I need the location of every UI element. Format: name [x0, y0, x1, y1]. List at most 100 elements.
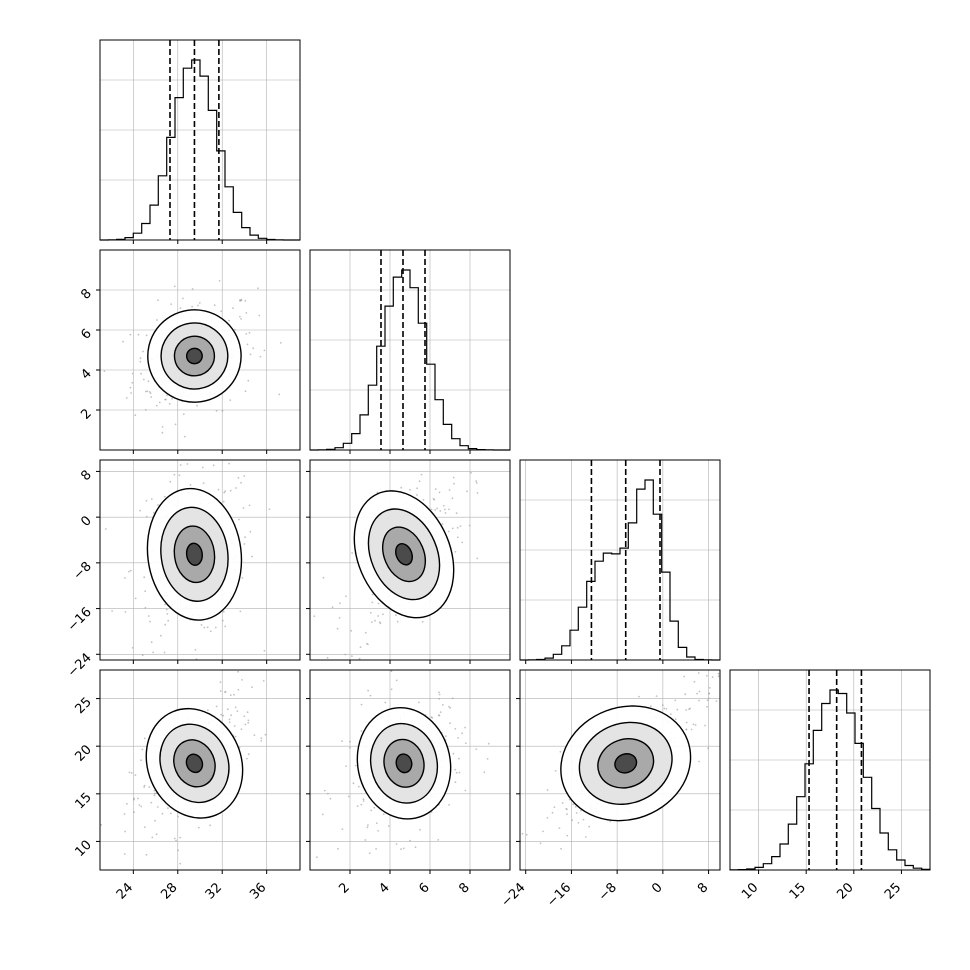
data-point: [521, 832, 524, 835]
data-point: [359, 646, 362, 649]
data-point: [234, 328, 236, 331]
data-point: [369, 612, 372, 614]
data-point: [128, 570, 130, 573]
data-point: [220, 713, 223, 716]
data-point: [163, 651, 166, 654]
data-point: [458, 771, 461, 774]
scatter-panel-3-1: 2 4 6 8: [306, 669, 511, 897]
x-tick-label: 20: [834, 880, 856, 902]
data-point: [167, 619, 170, 622]
data-point: [539, 842, 542, 845]
data-point: [130, 392, 133, 394]
x-tick-label: 15: [787, 880, 809, 902]
data-point: [239, 315, 241, 318]
data-point: [143, 786, 146, 788]
data-point: [161, 426, 164, 428]
x-tick-label: 24: [114, 880, 136, 902]
data-point: [698, 690, 701, 693]
data-point: [140, 805, 143, 808]
scatter-panel-3-0: 24 28 32 36 10 15 20 25: [73, 669, 301, 903]
data-point: [693, 680, 696, 683]
data-point: [248, 504, 251, 507]
data-point: [226, 708, 229, 711]
data-point: [370, 621, 373, 623]
data-point: [131, 381, 134, 384]
data-point: [241, 679, 243, 681]
data-point: [173, 473, 176, 476]
data-point: [661, 704, 664, 707]
data-point: [244, 299, 247, 302]
data-point: [438, 697, 441, 700]
data-point: [638, 695, 640, 698]
data-point: [244, 536, 247, 539]
data-point: [249, 353, 252, 356]
density-contour: [395, 543, 413, 566]
data-point: [367, 824, 369, 827]
scatter-panel-3-2: −24 −16 −8 0 8: [499, 669, 721, 910]
data-point: [542, 830, 544, 833]
x-tick-label: 10: [739, 880, 761, 902]
data-point: [717, 675, 720, 678]
data-point: [455, 771, 458, 774]
data-point: [228, 462, 231, 465]
data-point: [487, 742, 490, 745]
data-point: [461, 541, 464, 544]
histogram-bars: [310, 269, 510, 451]
x-tick-label: 25: [882, 880, 904, 902]
data-point: [457, 737, 459, 739]
data-point: [418, 480, 421, 483]
data-point: [147, 380, 150, 383]
data-point: [684, 693, 687, 696]
data-point: [449, 722, 451, 724]
data-point: [224, 625, 227, 628]
data-point: [369, 694, 372, 697]
data-point: [708, 692, 710, 695]
data-point: [483, 771, 486, 774]
data-point: [352, 782, 355, 785]
data-point: [402, 847, 405, 850]
data-point: [235, 487, 237, 489]
data-point: [141, 654, 144, 657]
data-point: [147, 615, 150, 617]
data-point: [448, 705, 450, 708]
data-point: [609, 820, 612, 823]
data-point: [461, 732, 463, 735]
data-point: [577, 822, 580, 824]
panel-frame: [309, 669, 511, 871]
data-point: [142, 378, 145, 381]
data-point: [486, 758, 489, 760]
scatter-panel-2-1: [306, 459, 511, 664]
data-point: [437, 839, 440, 841]
data-point: [441, 704, 444, 706]
data-point: [336, 627, 339, 630]
data-point: [251, 555, 253, 558]
data-point: [175, 839, 177, 842]
data-point: [409, 488, 411, 491]
data-point: [150, 641, 153, 644]
data-point: [252, 347, 255, 350]
data-point: [215, 705, 218, 708]
data-point: [253, 734, 256, 736]
histogram-bars: [520, 479, 720, 661]
data-point: [229, 694, 232, 696]
data-point: [416, 494, 418, 496]
data-point: [345, 765, 347, 767]
data-point: [243, 543, 246, 545]
data-point: [153, 792, 156, 795]
data-point: [125, 397, 128, 399]
data-point: [207, 709, 209, 712]
data-point: [316, 856, 318, 859]
data-point: [468, 524, 471, 527]
data-point: [326, 656, 329, 659]
data-point: [145, 499, 148, 502]
data-point: [431, 717, 434, 719]
y-tick-label: −16: [65, 605, 95, 635]
data-point: [458, 757, 460, 760]
data-point: [145, 853, 148, 856]
data-point: [561, 802, 564, 804]
data-point: [246, 343, 249, 346]
panel-frame: [309, 459, 511, 661]
data-point: [134, 774, 137, 776]
data-point: [150, 396, 153, 398]
data-point: [131, 372, 134, 375]
